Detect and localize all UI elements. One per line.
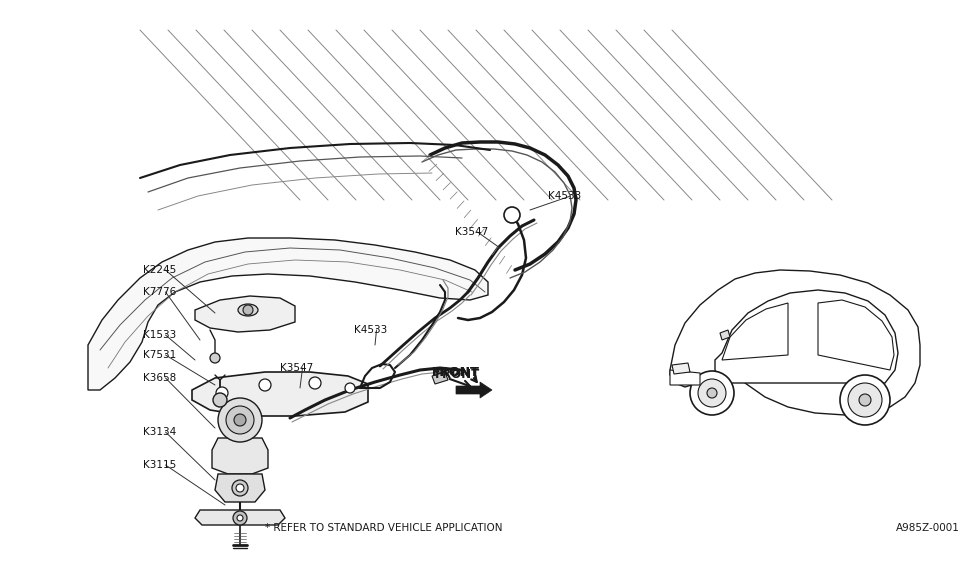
Circle shape <box>698 379 726 407</box>
Circle shape <box>707 388 717 398</box>
Circle shape <box>237 515 243 521</box>
Circle shape <box>345 383 355 393</box>
Text: K2245: K2245 <box>143 265 176 275</box>
Circle shape <box>309 377 321 389</box>
Polygon shape <box>715 290 898 383</box>
Circle shape <box>216 387 228 399</box>
Polygon shape <box>212 438 268 474</box>
Circle shape <box>218 398 262 442</box>
Text: * REFER TO STANDARD VEHICLE APPLICATION: * REFER TO STANDARD VEHICLE APPLICATION <box>265 523 502 533</box>
Circle shape <box>848 383 882 417</box>
Polygon shape <box>672 363 690 374</box>
Polygon shape <box>818 300 894 370</box>
Text: FRONT: FRONT <box>432 366 480 379</box>
Text: A985Z-0001: A985Z-0001 <box>896 523 960 533</box>
Text: K3134: K3134 <box>143 427 176 437</box>
Circle shape <box>210 353 220 363</box>
Circle shape <box>259 379 271 391</box>
Polygon shape <box>670 370 700 385</box>
Circle shape <box>232 480 248 496</box>
Polygon shape <box>456 382 492 398</box>
Circle shape <box>243 305 253 315</box>
Circle shape <box>226 406 254 434</box>
Ellipse shape <box>238 304 258 316</box>
Text: FRONT: FRONT <box>432 366 480 379</box>
Polygon shape <box>195 296 295 332</box>
Circle shape <box>690 371 734 415</box>
Circle shape <box>859 394 871 406</box>
Circle shape <box>840 375 890 425</box>
Circle shape <box>504 207 520 223</box>
Circle shape <box>234 414 246 426</box>
Text: K7776: K7776 <box>143 287 176 297</box>
Polygon shape <box>215 474 265 502</box>
Circle shape <box>236 484 244 492</box>
Circle shape <box>233 511 247 525</box>
Text: K3547: K3547 <box>280 363 313 373</box>
Text: FRONT: FRONT <box>435 367 481 380</box>
Circle shape <box>213 393 227 407</box>
Polygon shape <box>670 270 920 415</box>
Polygon shape <box>720 330 730 340</box>
Polygon shape <box>722 303 788 360</box>
Text: K3115: K3115 <box>143 460 176 470</box>
Text: K4533: K4533 <box>548 191 581 201</box>
Polygon shape <box>192 372 368 416</box>
Polygon shape <box>195 510 285 525</box>
Polygon shape <box>88 238 488 390</box>
Text: K4533: K4533 <box>354 325 387 335</box>
Text: K7531: K7531 <box>143 350 176 360</box>
Text: K1533: K1533 <box>143 330 176 340</box>
Text: K3658: K3658 <box>143 373 176 383</box>
Text: K3547: K3547 <box>455 227 488 237</box>
Polygon shape <box>432 372 448 384</box>
